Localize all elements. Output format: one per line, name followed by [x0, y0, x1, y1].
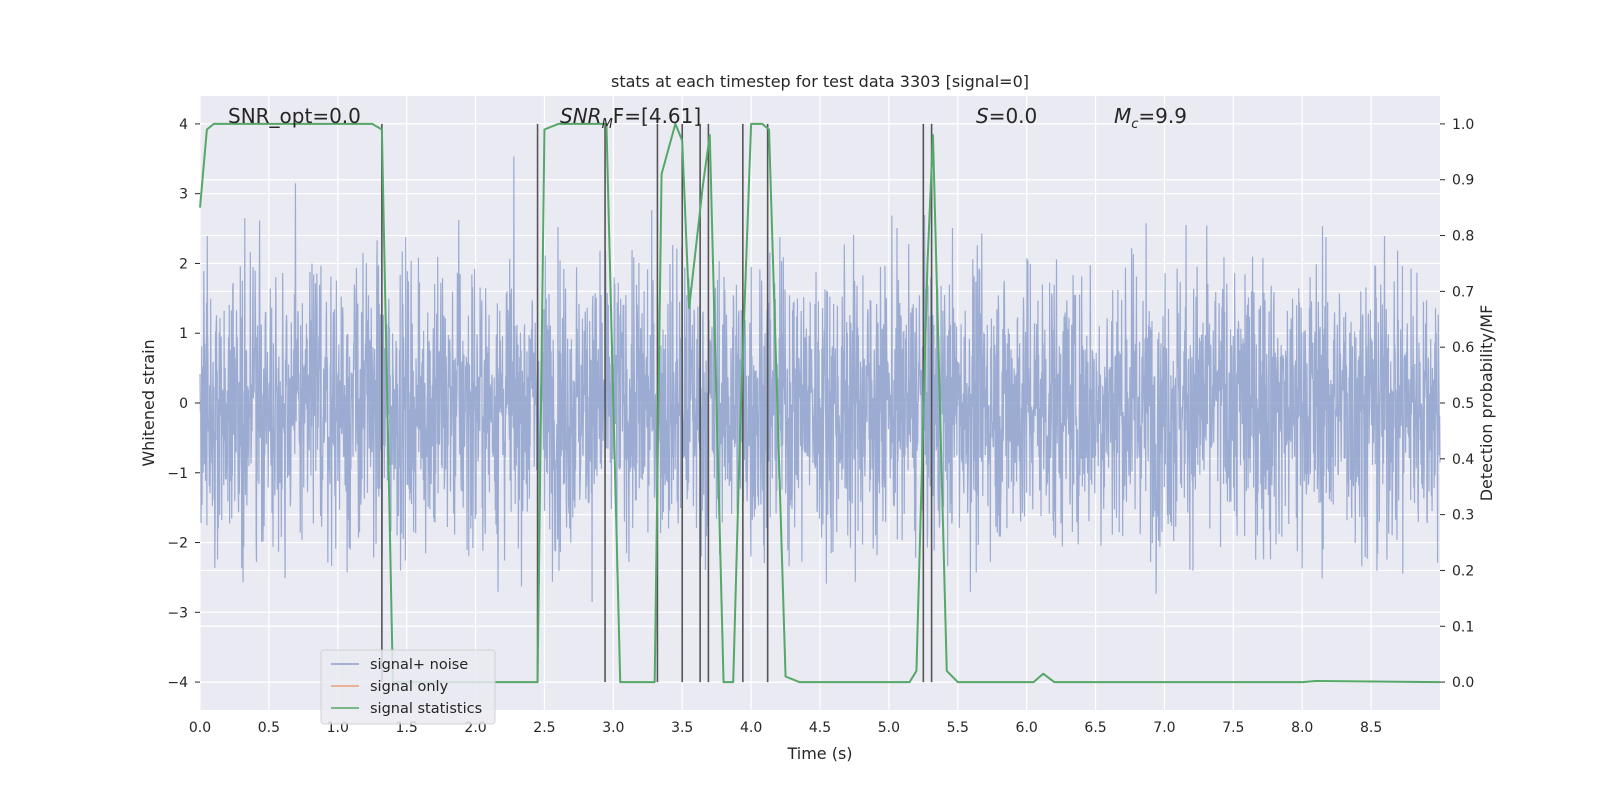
y-right-tick-label: 0.3 [1452, 508, 1474, 524]
y-right-tick-label: 0.2 [1452, 563, 1474, 579]
x-tick-label: 2.5 [533, 720, 555, 736]
y-right-tick-label: 0.7 [1452, 284, 1474, 300]
y-axis-right-label: Detection probability/MF [1477, 305, 1496, 502]
y-axis-left-ticks: −4 −3 −2 −1 0 1 2 3 4 [167, 117, 200, 691]
x-tick-label: 3.5 [671, 720, 693, 736]
x-tick-label: 8.5 [1360, 720, 1382, 736]
annotation-snr-opt: SNR_opt=0.0 [228, 104, 361, 128]
x-tick-label: 3.0 [602, 720, 624, 736]
legend: signal+ noise signal only signal statist… [320, 649, 496, 725]
annotation-s-value: S=0.0 [976, 104, 1037, 128]
series-signal-statistics [199, 122, 1441, 684]
annotation-snr-mf-main: SNR [560, 104, 602, 128]
vertical-marker-lines [381, 123, 933, 683]
annotation-mc-rest: =9.9 [1138, 104, 1187, 128]
annotation-snr-mf-rest: F=[4.61] [613, 104, 701, 128]
x-tick-label: 6.5 [1084, 720, 1106, 736]
x-tick-label: 5.0 [878, 720, 900, 736]
x-tick-label: 7.0 [1153, 720, 1175, 736]
y-right-tick-label: 0.6 [1452, 340, 1474, 356]
y-left-tick-label: 2 [179, 256, 188, 272]
x-tick-label: 8.0 [1291, 720, 1313, 736]
legend-box [320, 649, 496, 725]
legend-label-signal-only: signal only [370, 679, 449, 695]
annotation-snr-mf-sub: M [602, 117, 613, 132]
y-right-tick-label: 0.8 [1452, 229, 1474, 245]
y-right-tick-label: 0.9 [1452, 173, 1474, 189]
y-left-tick-label: −1 [167, 466, 188, 482]
y-left-tick-label: 4 [179, 117, 188, 133]
line-signal-noise [199, 156, 1441, 602]
y-right-tick-label: 0.0 [1452, 675, 1474, 691]
x-tick-label: 4.5 [809, 720, 831, 736]
annotation-s-rest: =0.0 [989, 104, 1038, 128]
x-axis-label: Time (s) [786, 744, 852, 763]
legend-label-signal-statistics: signal statistics [370, 701, 482, 717]
x-tick-label: 0.0 [189, 720, 211, 736]
x-tick-label: 5.5 [947, 720, 969, 736]
x-tick-label: 7.5 [1222, 720, 1244, 736]
y-left-tick-label: 1 [179, 326, 188, 342]
x-tick-label: 4.0 [740, 720, 762, 736]
annotation-mc-sub: c [1131, 117, 1138, 132]
annotation-mc-main: M [1114, 104, 1131, 128]
annotation-snr-mf: SNRMF=[4.61] [560, 104, 701, 132]
x-tick-label: 0.5 [258, 720, 280, 736]
y-left-tick-label: −4 [167, 675, 188, 691]
y-left-tick-label: 0 [179, 396, 188, 412]
series-signal-noise [199, 156, 1441, 602]
line-signal-statistics [199, 122, 1441, 684]
annotation-mc-value: Mc=9.9 [1114, 104, 1187, 132]
y-right-tick-label: 0.5 [1452, 396, 1474, 412]
y-left-tick-label: 3 [179, 187, 188, 203]
legend-label-signal-noise: signal+ noise [370, 657, 468, 673]
annotation-s-main: S [976, 104, 989, 128]
y-left-tick-label: −2 [167, 536, 188, 552]
chart-title: stats at each timestep for test data 330… [611, 72, 1029, 91]
y-left-tick-label: −3 [167, 605, 188, 621]
y-right-tick-label: 0.4 [1452, 452, 1474, 468]
y-right-tick-label: 1.0 [1452, 117, 1474, 133]
y-right-tick-label: 0.1 [1452, 619, 1474, 635]
y-axis-left-label: Whitened strain [139, 339, 158, 466]
x-tick-label: 6.0 [1016, 720, 1038, 736]
y-axis-right-ticks: 0.0 0.1 0.2 0.3 0.4 0.5 0.6 0.7 0.8 0.9 1.0 [1440, 117, 1474, 691]
